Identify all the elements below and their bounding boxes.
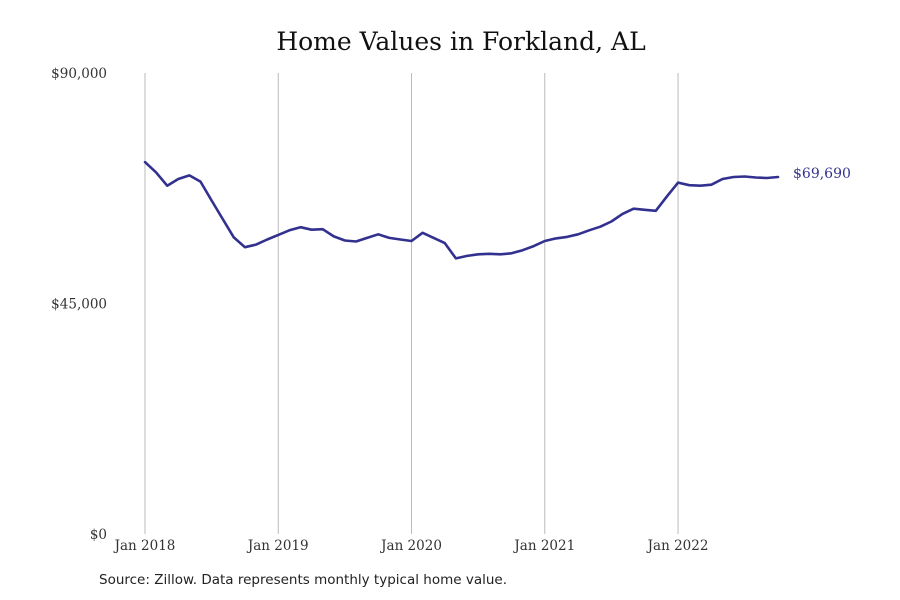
x-tick-label: Jan 2021 [512, 538, 575, 554]
x-axis-ticks: Jan 2018 Jan 2019 Jan 2020 Jan 2021 Jan 2022 [113, 538, 709, 554]
y-tick-label: $0 [90, 527, 107, 543]
chart-title: Home Values in Forkland, AL [276, 27, 646, 56]
series-line [143, 160, 780, 260]
x-tick-label: Jan 2020 [379, 538, 442, 554]
source-note: Source: Zillow. Data represents monthly … [99, 572, 507, 588]
x-tick-label: Jan 2018 [113, 538, 176, 554]
x-tick-label: Jan 2022 [646, 538, 709, 554]
series-group [143, 160, 780, 260]
end-value-label: $69,690 [793, 166, 851, 182]
y-tick-label: $45,000 [51, 297, 107, 313]
gridlines [144, 73, 679, 534]
x-tick-label: Jan 2019 [246, 538, 309, 554]
y-axis-ticks: $0 $45,000 $90,000 [51, 66, 107, 543]
annotations: $69,690 [793, 166, 851, 182]
y-tick-label: $90,000 [51, 66, 107, 82]
